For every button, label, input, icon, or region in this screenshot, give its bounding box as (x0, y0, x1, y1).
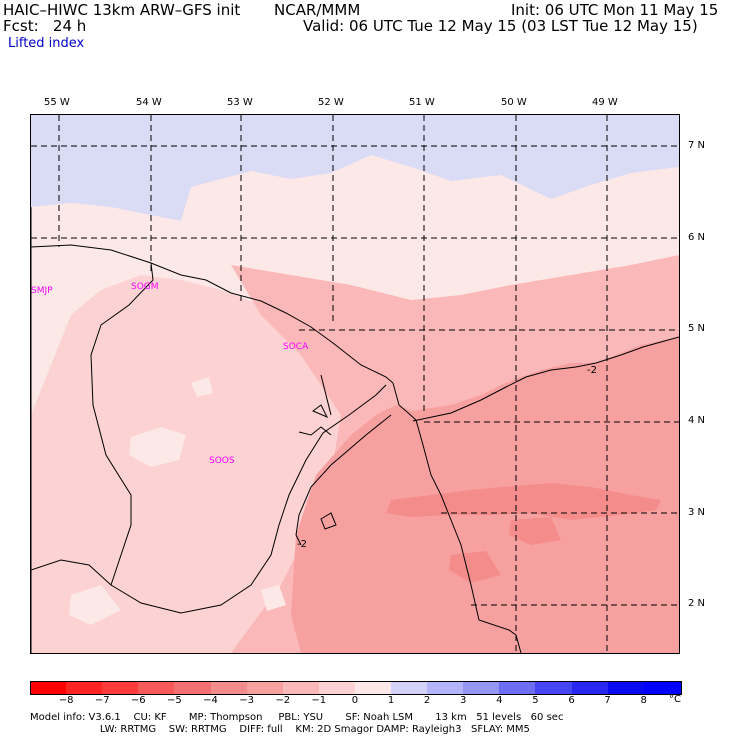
colorbar-tick-label: 7 (604, 695, 611, 706)
lat-label: 3 N (688, 507, 706, 518)
colorbar-swatch (210, 681, 248, 695)
lon-label: 52 W (318, 97, 344, 108)
colorbar-swatch (138, 681, 176, 695)
colorbar-swatch (354, 681, 392, 695)
coastline (31, 207, 522, 653)
colorbar-tick-label: 5 (532, 695, 539, 706)
colorbar-tick-label: −6 (130, 695, 146, 706)
lat-label: 7 N (688, 140, 706, 151)
colorbar-tick-label: 3 (460, 695, 467, 706)
lon-label: 53 W (227, 97, 253, 108)
colorbar-tick-label: −3 (239, 695, 254, 706)
light-patch (261, 585, 286, 611)
model-info-line1: Model info: V3.6.1 CU: KF MP: Thompson P… (30, 712, 564, 723)
contour-label: -2 (587, 365, 597, 376)
colorbar-tick-label: −4 (203, 695, 218, 706)
colorbar-swatch (643, 681, 682, 695)
contour-label: -2 (297, 539, 307, 550)
colorbar-tick-label: −1 (311, 695, 327, 706)
lat-label: 6 N (688, 232, 706, 243)
colorbar-swatch (174, 681, 212, 695)
colorbar-swatch (318, 681, 356, 695)
colorbar-swatch (246, 681, 284, 695)
darker-pink-patch (509, 517, 561, 545)
colorbar-swatch (66, 681, 104, 695)
graticule (31, 115, 679, 653)
colorbar-tick-label: −8 (58, 695, 74, 706)
darker-pink-patch (449, 551, 501, 583)
colorbar-tick-label: 6 (568, 695, 575, 706)
light-pink-region (31, 275, 376, 653)
colorbar-tick-label: 8 (640, 695, 647, 706)
init-time: Init: 06 UTC Mon 11 May 15 (511, 1, 719, 19)
colorbar-tick-label: 4 (496, 695, 503, 706)
lifted-index-map: SMJP SOGM SOCA SOOS -2 -2 (31, 115, 679, 653)
contour-lines (295, 336, 679, 546)
colorbar-tick-label: −7 (94, 695, 110, 706)
darker-pink-patch (386, 483, 661, 520)
colorbar-tick-label: 1 (387, 695, 395, 706)
colorbar-unit: °C (669, 694, 681, 705)
station-label: SOOS (209, 456, 235, 466)
valid-time: Valid: 06 UTC Tue 12 May 15 (03 LST Tue … (303, 17, 698, 35)
field-name: Lifted index (8, 36, 85, 51)
colorbar-tick-label: 0 (351, 695, 359, 706)
colorbar-swatch (30, 681, 68, 695)
colorbar-swatch (607, 681, 645, 695)
colorbar-swatch (535, 681, 573, 695)
station-label: SOCA (283, 342, 309, 352)
colorbar-tick-label: −5 (167, 695, 182, 706)
positive-li-region (31, 115, 679, 221)
colorbar-swatch (282, 681, 320, 695)
model-info-line2: LW: RRTMG SW: RRTMG DIFF: full KM: 2D Sm… (30, 724, 530, 735)
lon-label: 54 W (136, 97, 162, 108)
lon-label: 49 W (592, 97, 618, 108)
lon-label: 55 W (44, 97, 70, 108)
colorbar-swatch (391, 681, 428, 695)
colorbar-swatch (102, 681, 140, 695)
colorbar-tick-label: 2 (423, 695, 431, 706)
station-label: SMJP (31, 286, 53, 296)
colorbar-tick-label: −2 (275, 695, 291, 706)
station-label: SOGM (131, 282, 159, 292)
colorbar-swatch (571, 681, 609, 695)
forecast-hour: Fcst: 24 h (3, 17, 87, 35)
lat-label: 5 N (688, 323, 706, 334)
model-title: HAIC–HIWC 13km ARW–GFS init (3, 1, 241, 19)
colorbar-swatch (463, 681, 501, 695)
agency-label: NCAR/MMM (274, 1, 361, 19)
light-patch (129, 427, 186, 467)
lon-label: 50 W (501, 97, 527, 108)
map-panel[interactable]: SMJP SOGM SOCA SOOS -2 -2 (30, 114, 680, 654)
lon-label: 51 W (409, 97, 435, 108)
lat-label: 2 N (688, 598, 706, 609)
lat-label: 4 N (688, 415, 706, 426)
light-patch (69, 585, 121, 625)
colorbar-swatch (427, 681, 465, 695)
colorbar-swatch (499, 681, 537, 695)
light-patch (191, 377, 213, 397)
